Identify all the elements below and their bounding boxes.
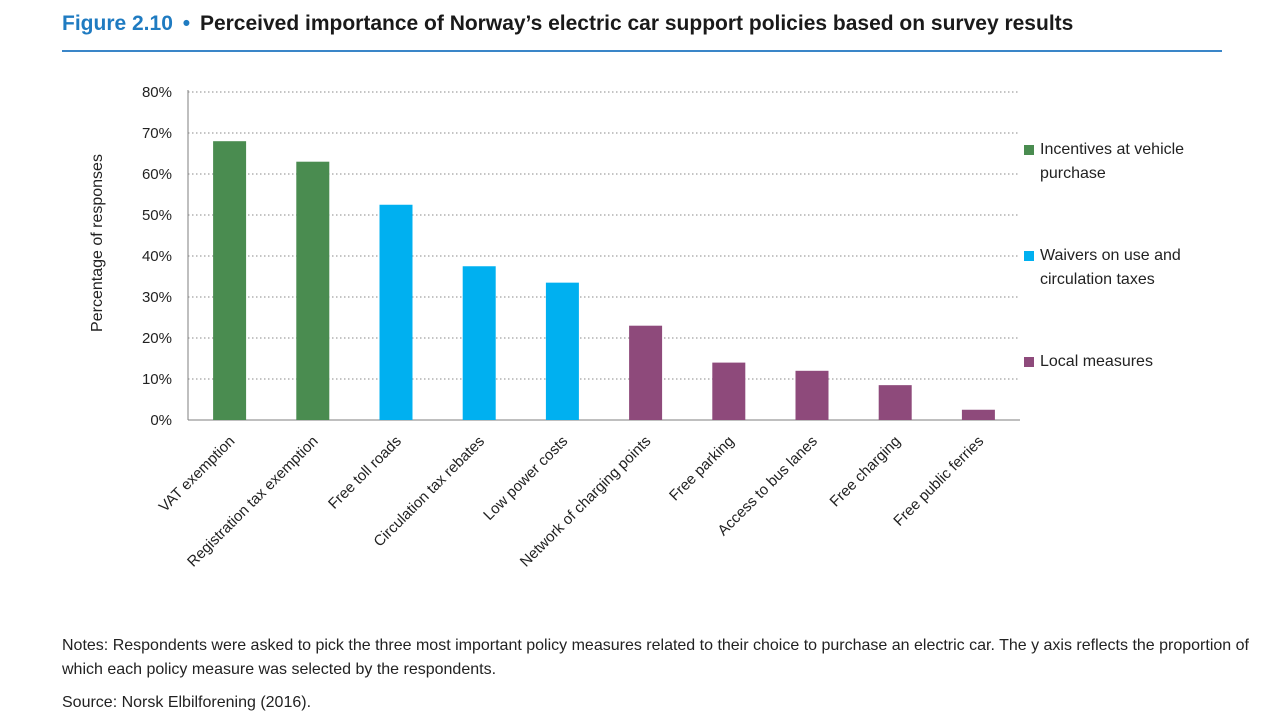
legend-label-waivers-line1: Waivers on use and: [1040, 247, 1181, 264]
x-category-label: Low power costs: [480, 433, 571, 524]
bar: [629, 325, 663, 420]
y-tick-label: 50%: [142, 207, 172, 224]
legend-item-waivers: Waivers on use and circulation taxes: [1024, 244, 1224, 292]
y-tick-label: 10%: [142, 371, 172, 388]
y-tick-label: 80%: [142, 84, 172, 101]
y-tick-label: 20%: [142, 330, 172, 347]
legend-label-incentives-line2: purchase: [1040, 165, 1106, 182]
legend-swatch-local: [1024, 357, 1034, 367]
legend-swatch-waivers: [1024, 251, 1034, 261]
y-tick-label: 30%: [142, 289, 172, 306]
legend-item-incentives: Incentives at vehicle purchase: [1024, 138, 1224, 186]
bar: [296, 161, 330, 420]
bar: [878, 385, 912, 420]
x-category-label: Free parking: [666, 433, 738, 505]
bar: [545, 282, 579, 420]
figure-separator: •: [182, 12, 191, 35]
bar: [379, 204, 413, 420]
legend-label-local: Local measures: [1040, 353, 1153, 370]
bar: [462, 266, 496, 420]
bar: [712, 362, 746, 420]
x-category-label: Free toll roads: [325, 433, 405, 513]
x-category-label: VAT exemption: [156, 433, 239, 516]
figure-source: Source: Norsk Elbilforening (2016).: [62, 694, 312, 711]
bar: [795, 370, 829, 420]
y-axis-label: Percentage of responses: [89, 154, 106, 332]
figure-title: Perceived importance of Norway’s electri…: [199, 12, 1074, 35]
legend-label-waivers-line2: circulation taxes: [1040, 271, 1155, 288]
x-category-label: Free charging: [827, 433, 904, 510]
figure-number: Figure 2.10: [62, 12, 173, 35]
bar: [961, 409, 995, 420]
bar-chart: 0% 10% 20% 30% 40% 50% 60% 70% 80% Percentage of …: [89, 84, 1020, 570]
figure-header: Figure 2.10 • Perceived importance of No…: [62, 12, 1222, 52]
legend-label-incentives-line1: Incentives at vehicle: [1040, 141, 1185, 158]
bar: [213, 141, 247, 420]
y-tick-label: 60%: [142, 166, 172, 183]
y-tick-label: 40%: [142, 248, 172, 265]
figure-notes: Notes: Respondents were asked to pick th…: [62, 637, 1249, 678]
legend-swatch-incentives: [1024, 145, 1034, 155]
y-tick-label: 0%: [150, 412, 172, 429]
y-tick-label: 70%: [142, 125, 172, 142]
x-category-label: Free public ferries: [890, 433, 987, 530]
legend-item-local: Local measures: [1024, 350, 1224, 374]
